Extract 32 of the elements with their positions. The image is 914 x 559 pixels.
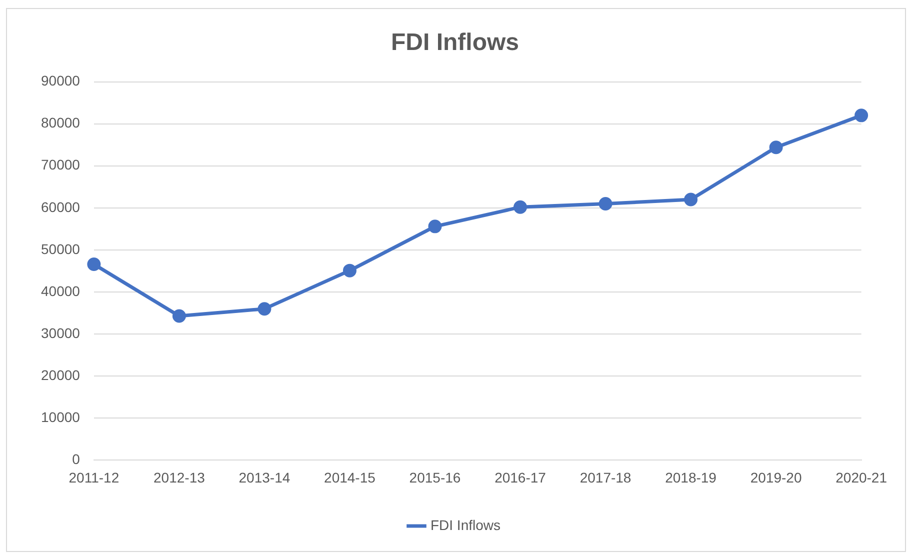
y-tick-label: 90000 (40, 72, 80, 89)
x-tick-label: 2013-14 (238, 469, 290, 486)
point (258, 302, 272, 316)
x-tick-label: 2011-12 (68, 469, 120, 486)
point (684, 192, 698, 206)
y-tick-label: 70000 (40, 156, 80, 173)
x-tick-label: 2018-19 (665, 469, 717, 486)
y-tick-label: 80000 (40, 114, 80, 131)
y-tick-label: 20000 (40, 366, 80, 383)
x-tick-label: 2020-21 (836, 469, 888, 486)
y-tick-label: 50000 (40, 240, 80, 257)
chart-title: FDI Inflows (391, 29, 519, 56)
point (854, 108, 868, 122)
y-tick-label: 0 (72, 451, 80, 468)
point (769, 140, 783, 154)
point (342, 264, 356, 278)
x-tick-label: 2012-13 (154, 469, 206, 486)
x-tick-label: 2014-15 (324, 469, 376, 486)
point (87, 258, 101, 272)
y-tick-label: 40000 (40, 282, 80, 299)
legend-label: FDI Inflows (430, 516, 501, 533)
x-tick-label: 2016-17 (494, 469, 546, 486)
point (514, 200, 528, 214)
y-tick-label: 60000 (40, 198, 80, 215)
x-tick-label: 2015-16 (409, 469, 461, 486)
point (598, 196, 612, 210)
x-tick-label: 2017-18 (580, 469, 632, 486)
y-tick-label: 30000 (40, 324, 80, 341)
point (428, 220, 442, 234)
y-tick-label: 10000 (40, 409, 80, 426)
x-tick-label: 2019-20 (750, 469, 802, 486)
point (172, 309, 186, 323)
